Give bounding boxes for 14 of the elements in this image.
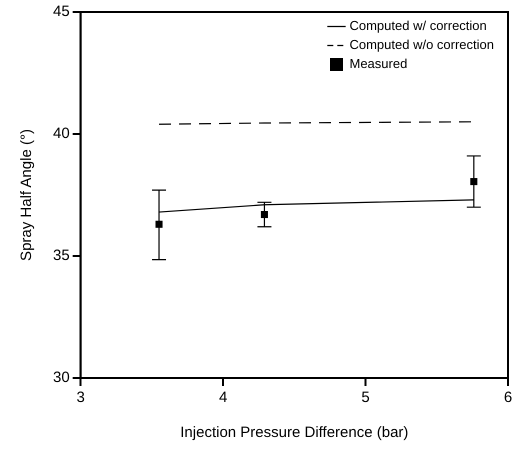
legend-label: Measured (349, 56, 408, 72)
y-axis-title: Spray Half Angle (°) (18, 129, 36, 261)
legend-label: Computed w/o correction (349, 37, 494, 52)
y-tick-label: 35 (52, 247, 70, 264)
y-tick-label: 30 (52, 369, 70, 386)
x-tick-label: 4 (218, 389, 228, 406)
legend-label: Computed w/ correction (349, 18, 487, 34)
y-tick-label: 40 (52, 125, 70, 142)
x-axis-title: Injection Pressure Difference (bar) (180, 424, 408, 442)
x-tick-label: 6 (504, 389, 512, 406)
y-tick-label: 45 (52, 3, 70, 20)
x-tick-label: 5 (361, 389, 370, 406)
x-tick-label: 3 (76, 389, 85, 406)
point (155, 220, 163, 228)
